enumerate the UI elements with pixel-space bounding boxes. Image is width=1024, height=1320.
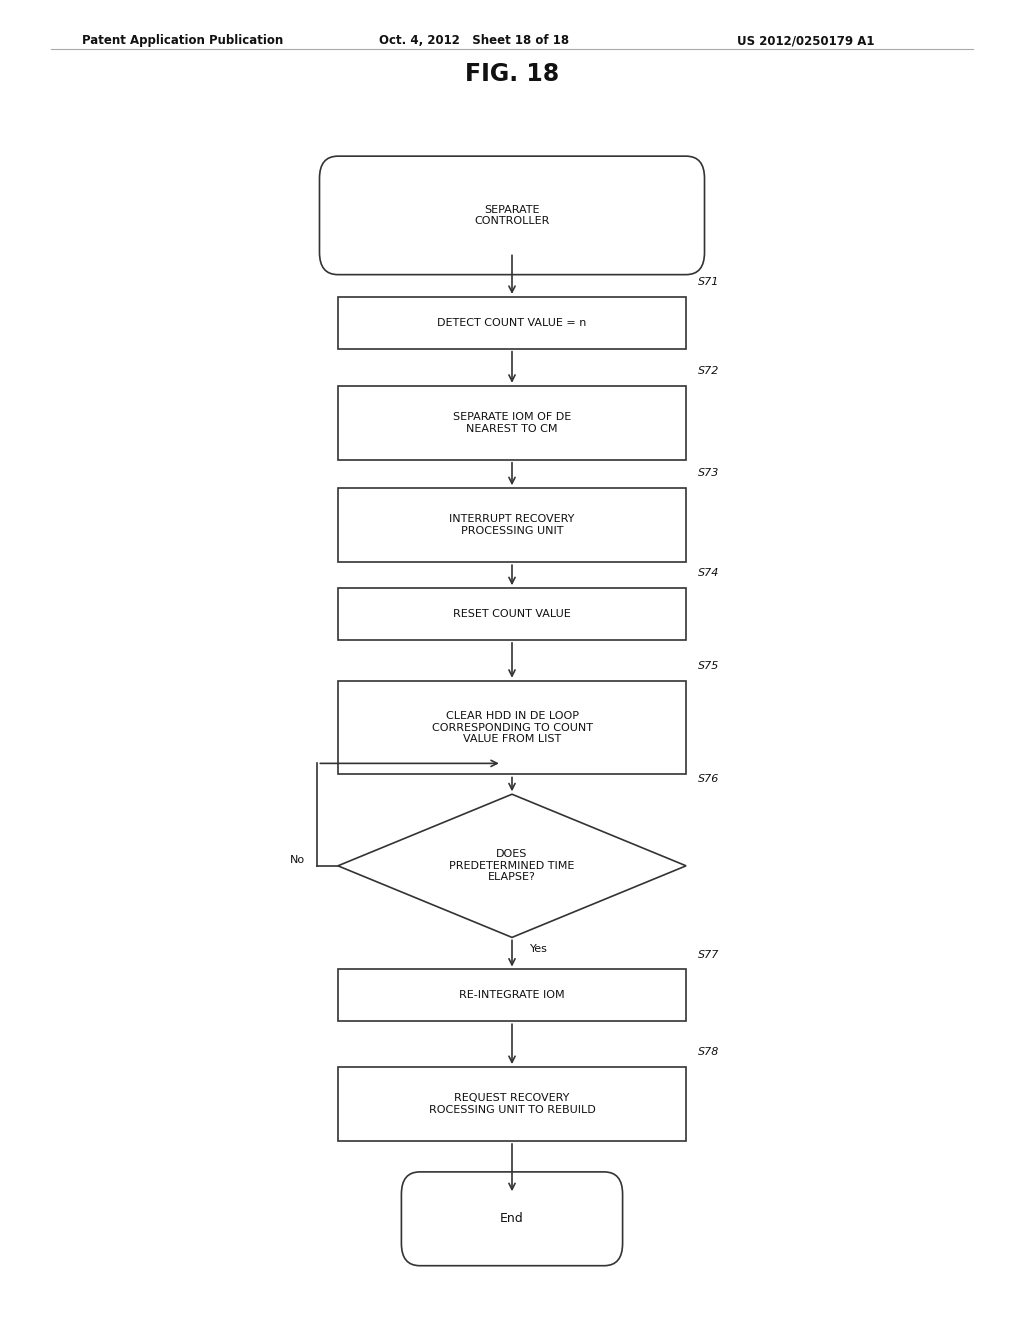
- Text: No: No: [290, 854, 305, 865]
- Text: S71: S71: [698, 277, 720, 286]
- Text: S77: S77: [698, 949, 720, 960]
- Bar: [338, 488, 686, 562]
- Text: DOES
PREDETERMINED TIME
ELAPSE?: DOES PREDETERMINED TIME ELAPSE?: [450, 849, 574, 882]
- Bar: [338, 385, 686, 459]
- Text: S76: S76: [698, 775, 720, 784]
- Text: End: End: [500, 1212, 524, 1225]
- Text: Yes: Yes: [530, 944, 548, 953]
- Text: RESET COUNT VALUE: RESET COUNT VALUE: [454, 609, 570, 619]
- Bar: [338, 297, 686, 348]
- Text: Oct. 4, 2012   Sheet 18 of 18: Oct. 4, 2012 Sheet 18 of 18: [379, 34, 569, 48]
- Text: FIG. 18: FIG. 18: [465, 62, 559, 86]
- Text: S75: S75: [698, 661, 720, 671]
- Text: CLEAR HDD IN DE LOOP
CORRESPONDING TO COUNT
VALUE FROM LIST: CLEAR HDD IN DE LOOP CORRESPONDING TO CO…: [431, 711, 593, 744]
- Text: S78: S78: [698, 1047, 720, 1057]
- Text: S73: S73: [698, 469, 720, 478]
- Text: SEPARATE IOM OF DE
NEAREST TO CM: SEPARATE IOM OF DE NEAREST TO CM: [453, 412, 571, 433]
- Text: RE-INTEGRATE IOM: RE-INTEGRATE IOM: [459, 990, 565, 1001]
- FancyBboxPatch shape: [401, 1172, 623, 1266]
- Text: DETECT COUNT VALUE = n: DETECT COUNT VALUE = n: [437, 318, 587, 327]
- Text: INTERRUPT RECOVERY
PROCESSING UNIT: INTERRUPT RECOVERY PROCESSING UNIT: [450, 515, 574, 536]
- Text: S72: S72: [698, 366, 720, 376]
- Bar: [338, 681, 686, 775]
- Polygon shape: [338, 795, 686, 937]
- Bar: [338, 1067, 686, 1140]
- Bar: [338, 589, 686, 640]
- Text: REQUEST RECOVERY
ROCESSING UNIT TO REBUILD: REQUEST RECOVERY ROCESSING UNIT TO REBUI…: [429, 1093, 595, 1115]
- Text: Patent Application Publication: Patent Application Publication: [82, 34, 284, 48]
- Text: US 2012/0250179 A1: US 2012/0250179 A1: [737, 34, 874, 48]
- Text: SEPARATE
CONTROLLER: SEPARATE CONTROLLER: [474, 205, 550, 226]
- Text: S74: S74: [698, 568, 720, 578]
- FancyBboxPatch shape: [319, 156, 705, 275]
- Bar: [338, 969, 686, 1022]
